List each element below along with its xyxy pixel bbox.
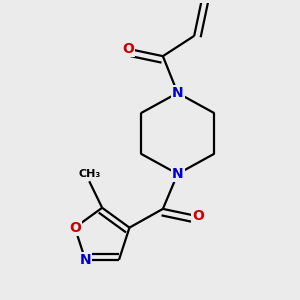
Text: O: O	[192, 209, 204, 223]
Text: N: N	[172, 167, 183, 181]
Text: O: O	[122, 42, 134, 56]
Text: N: N	[172, 86, 183, 100]
Text: O: O	[69, 220, 81, 235]
Text: N: N	[80, 253, 91, 267]
Text: CH₃: CH₃	[78, 169, 100, 179]
